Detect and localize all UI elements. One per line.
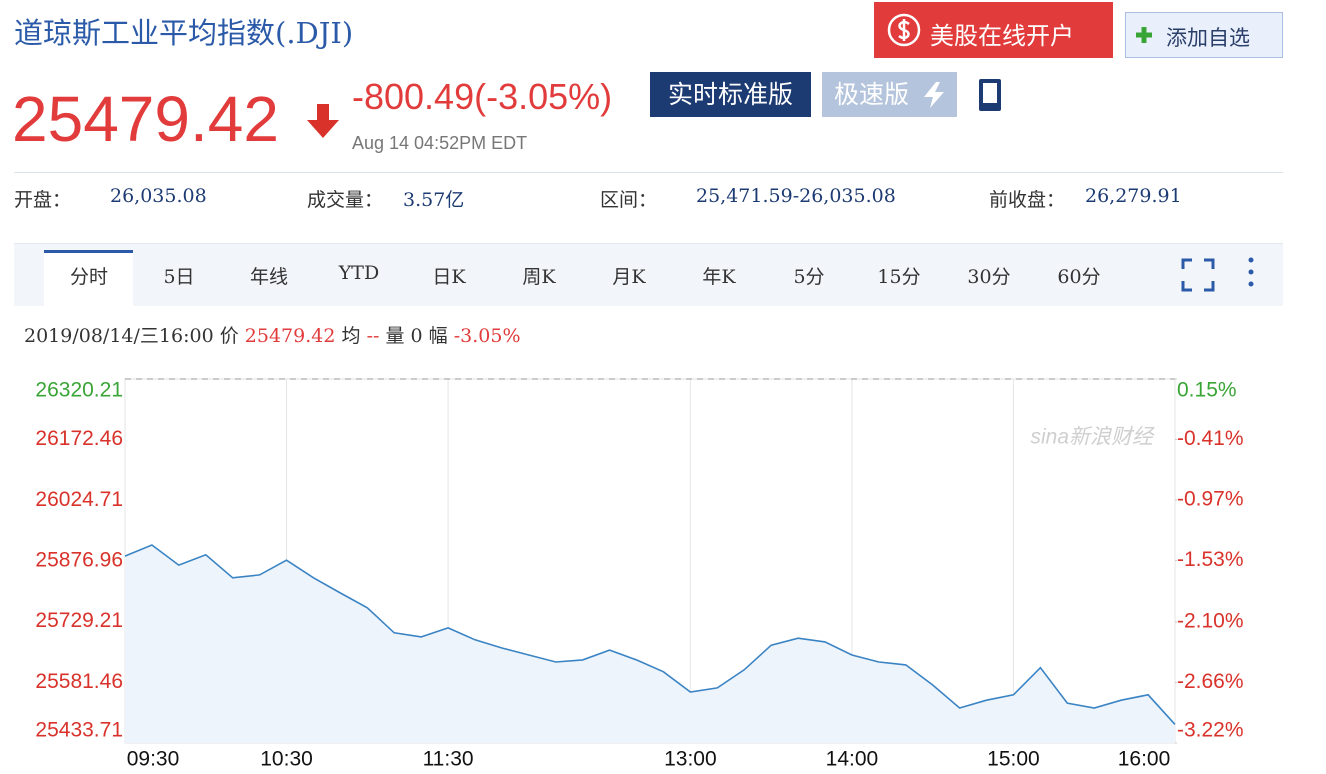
y2-tick-label: -1.53% <box>1177 548 1244 571</box>
tab[interactable]: 年线 <box>249 266 288 288</box>
page-title: 道琼斯工业平均指数(.DJI) <box>14 16 354 50</box>
stat-value: 26,035.08 <box>110 185 207 207</box>
y-tick-label: 26024.71 <box>35 488 123 511</box>
plus-icon <box>1136 27 1152 43</box>
area <box>125 545 1175 743</box>
info-price: 25479.42 <box>244 325 336 347</box>
info-avg: -- <box>366 325 380 347</box>
current-price: 25479.42 <box>12 83 279 155</box>
price-change: -800.49(-3.05%) <box>352 76 613 117</box>
info-label: 量 <box>385 325 405 347</box>
add-watchlist-button[interactable]: 添加自选 <box>1125 12 1283 58</box>
x-tick-label: 14:00 <box>826 748 879 771</box>
tab[interactable]: 年K <box>702 266 736 288</box>
lightning-icon <box>924 82 944 108</box>
tab[interactable]: 5分 <box>793 266 825 288</box>
open-account-button[interactable]: 美股在线开户 <box>874 2 1113 58</box>
watermark: sina新浪财经 <box>1030 426 1155 449</box>
tab[interactable]: 日K <box>432 266 466 288</box>
button-label: 极速版 <box>834 80 910 109</box>
tab[interactable]: 5日 <box>163 266 195 288</box>
down-arrow <box>307 104 339 138</box>
info-label: 幅 <box>428 325 448 347</box>
x-tick-label: 11:30 <box>423 748 474 771</box>
button-label: 美股在线开户 <box>930 22 1074 50</box>
button-label: 实时标准版 <box>667 80 793 109</box>
info-range: -3.05% <box>453 325 521 347</box>
y2-tick-label: -2.66% <box>1177 670 1244 693</box>
button-label: 添加自选 <box>1166 26 1250 50</box>
dollar-icon <box>887 13 921 47</box>
x-tick-label: 10:30 <box>260 748 313 771</box>
divider <box>14 172 1283 173</box>
y2-tick-label: 0.15% <box>1177 379 1237 402</box>
stat-label: 前收盘： <box>989 189 1066 211</box>
x-tick-label: 15:00 <box>987 748 1040 771</box>
x-tick-label: 13:00 <box>664 748 717 771</box>
y-tick-label: 25876.96 <box>35 549 123 572</box>
tab[interactable]: 15分 <box>877 266 921 288</box>
tab[interactable]: 30分 <box>967 266 1011 288</box>
stat-label: 区间： <box>600 189 658 211</box>
info-datetime: 2019/08/14/三16:00 <box>24 325 214 347</box>
fast-version-button[interactable]: 极速版 <box>822 72 957 117</box>
stat-label: 开盘： <box>14 189 72 211</box>
info-volume: 0 <box>410 325 423 347</box>
info-line: 2019/08/14/三16:00 价 25479.42 均 -- 量 0 幅 … <box>24 321 521 348</box>
stat-value: 3.57亿 <box>403 189 465 211</box>
tab[interactable]: 分时 <box>69 266 108 288</box>
stat-value: 26,279.91 <box>1085 185 1182 207</box>
y2-tick-label: -0.41% <box>1177 427 1244 450</box>
fullscreen-icon[interactable] <box>1181 258 1215 292</box>
info-label: 价 <box>219 325 239 347</box>
info-label: 均 <box>341 325 361 347</box>
tab[interactable]: 60分 <box>1057 266 1101 288</box>
standard-version-button[interactable]: 实时标准版 <box>650 72 811 117</box>
y2-tick-label: -2.10% <box>1177 610 1244 633</box>
x-tick-label: 09:30 <box>127 748 180 771</box>
stat-label: 成交量： <box>307 189 384 211</box>
chart: 09:30 10:30 11:30 13:00 14:00 15:00 16:00 26320… <box>35 378 1244 771</box>
quote-time: Aug 14 04:52PM EDT <box>352 133 528 153</box>
y-tick-label: 26320.21 <box>35 379 123 402</box>
y-tick-label: 25433.71 <box>35 719 123 742</box>
tab[interactable]: YTD <box>338 262 380 284</box>
more-icon[interactable] <box>1247 256 1255 290</box>
x-tick-label: 16:00 <box>1118 748 1171 771</box>
mobile-icon[interactable] <box>978 78 1002 112</box>
tab-bar: 分时 5日 年线 YTD 日K 周K 月K 年K 5分 15分 30分 60分 <box>14 243 1283 310</box>
tab[interactable]: 周K <box>522 266 556 288</box>
y-tick-label: 25581.46 <box>35 670 123 693</box>
y-tick-label: 25729.21 <box>35 609 123 632</box>
y2-tick-label: -3.22% <box>1177 719 1244 742</box>
y-tick-label: 26172.46 <box>35 427 123 450</box>
tab[interactable]: 月K <box>612 266 646 288</box>
active-tab-background <box>44 250 133 310</box>
stat-value: 25,471.59-26,035.08 <box>696 185 896 207</box>
price-line <box>124 544 1176 725</box>
y2-tick-label: -0.97% <box>1177 488 1244 511</box>
